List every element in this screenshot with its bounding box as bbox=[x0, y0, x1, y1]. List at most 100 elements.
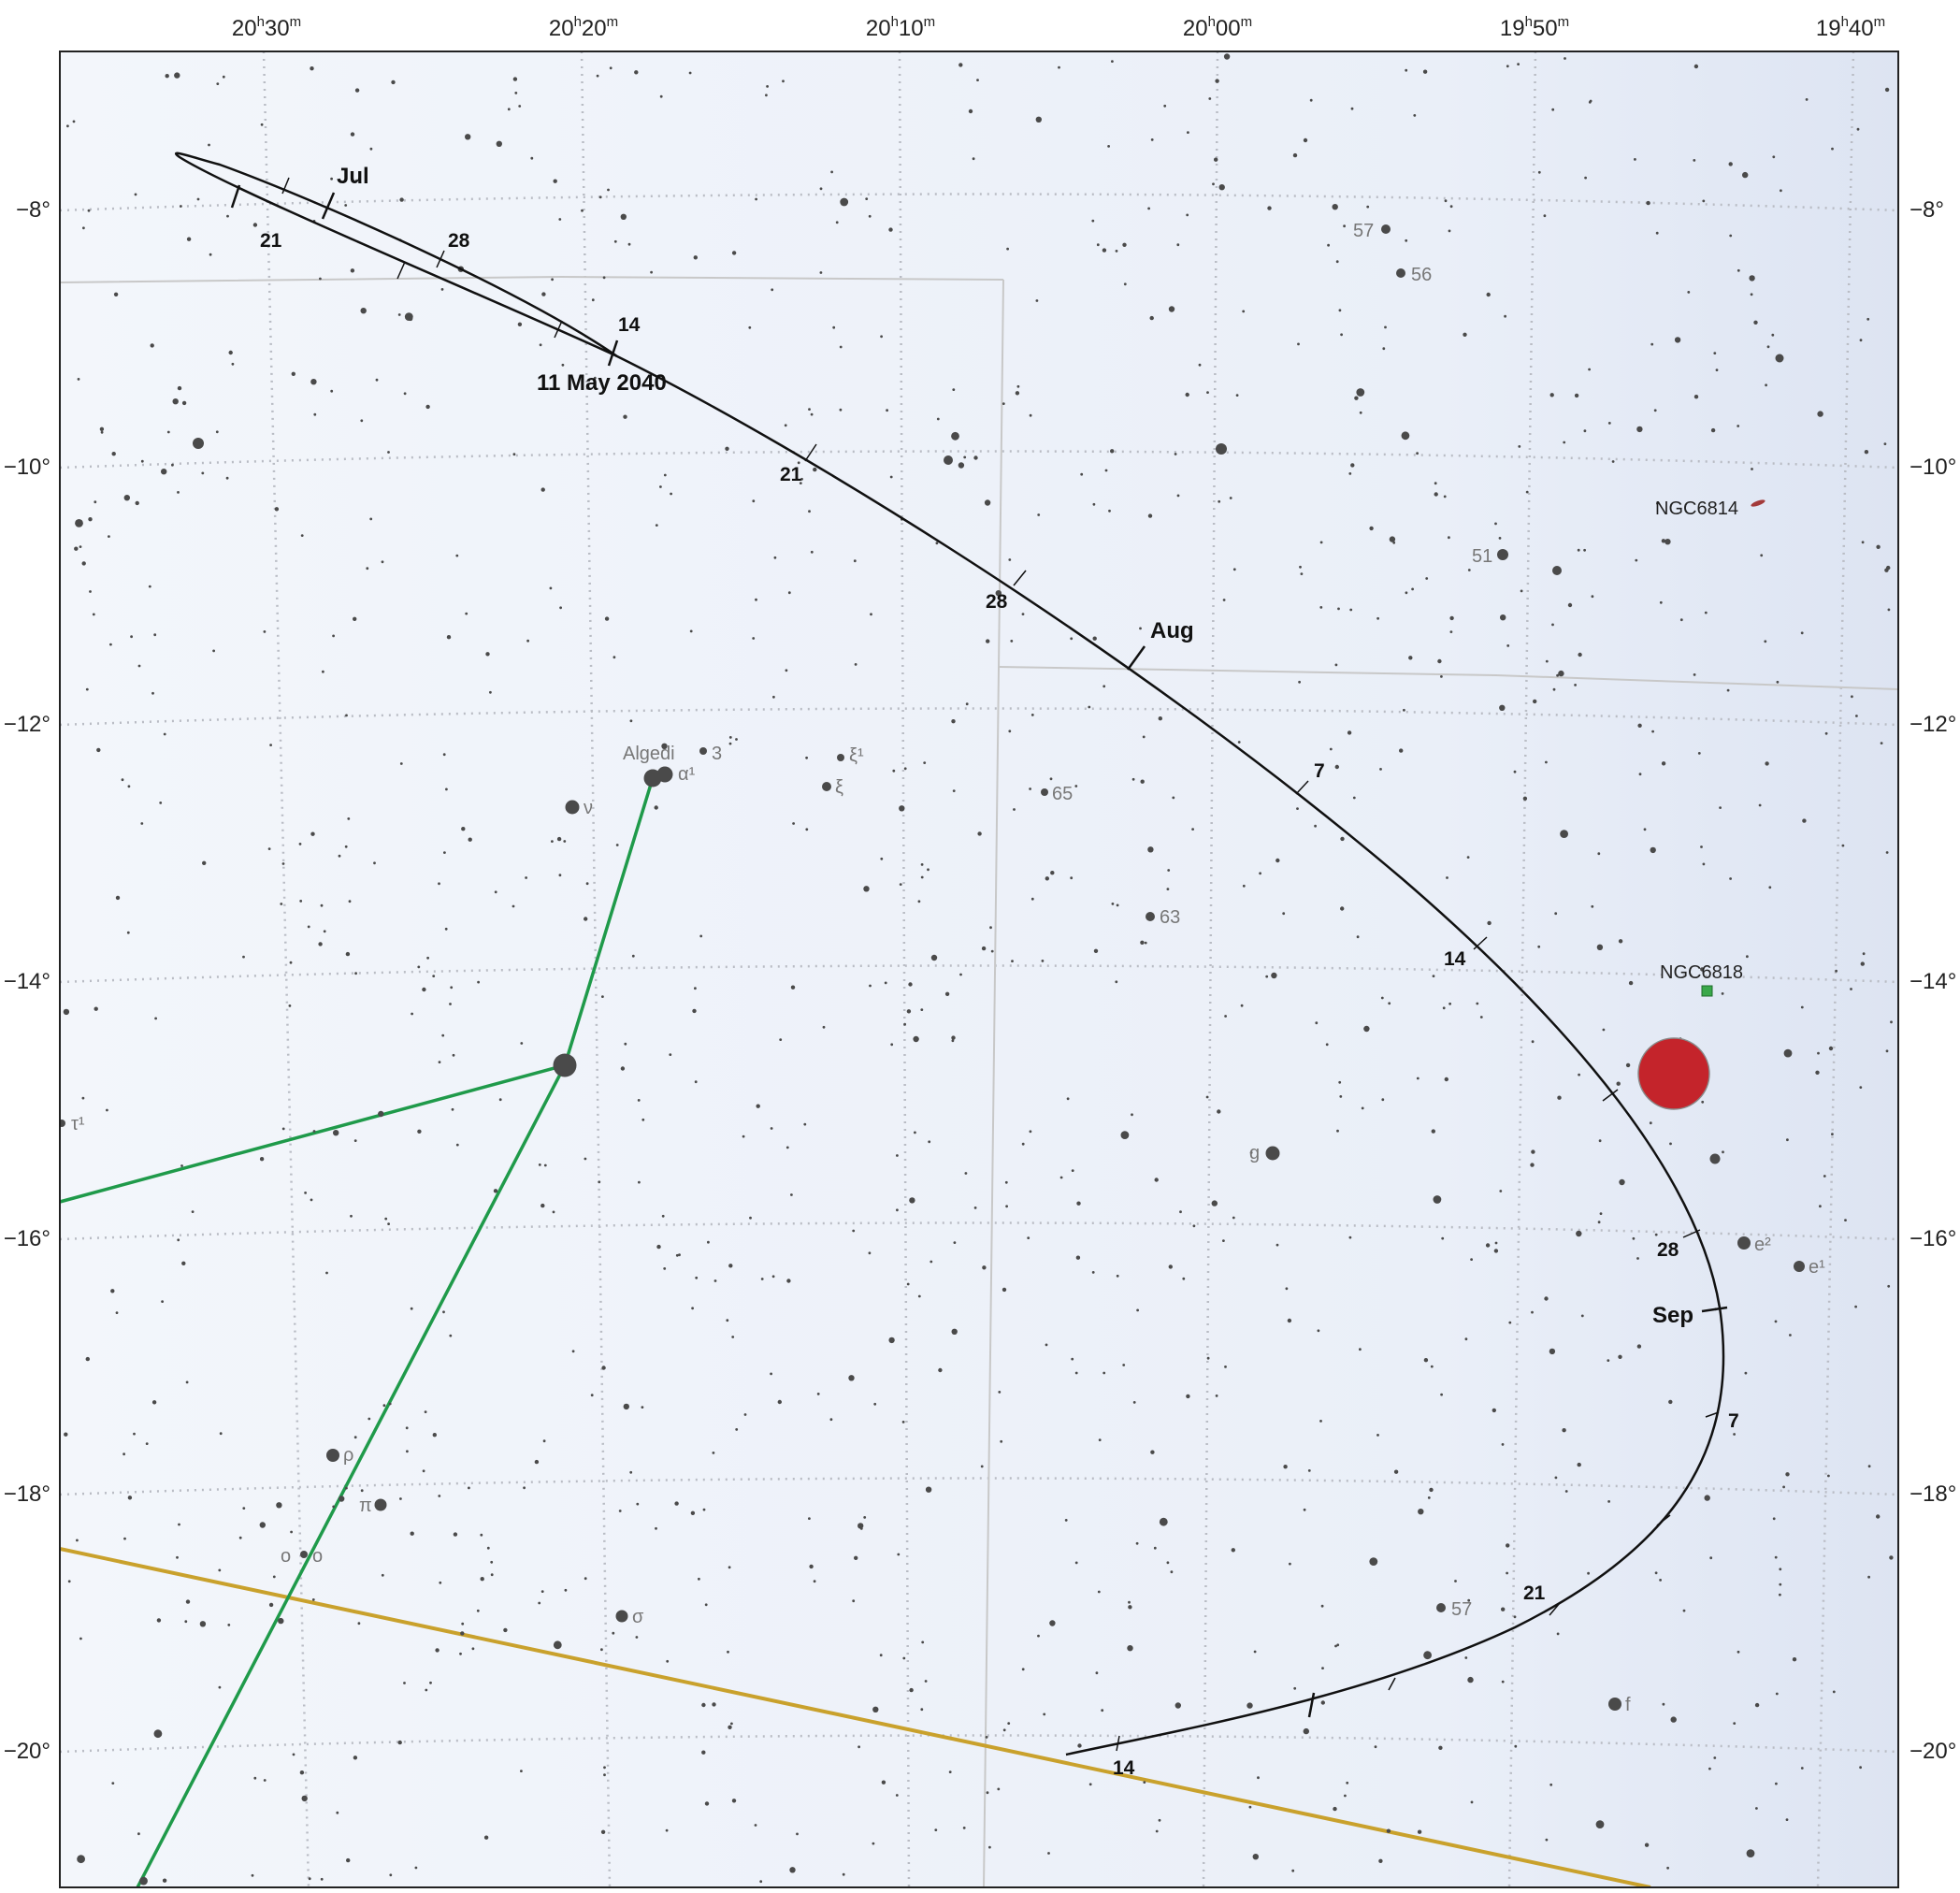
background-star bbox=[320, 1877, 324, 1881]
background-star bbox=[1591, 595, 1594, 599]
background-star bbox=[1249, 1151, 1253, 1154]
background-star bbox=[908, 982, 913, 987]
background-star bbox=[899, 805, 905, 812]
background-star bbox=[840, 197, 849, 207]
background-star bbox=[551, 278, 554, 282]
background-star bbox=[1346, 1781, 1349, 1785]
background-star bbox=[868, 214, 872, 218]
background-star bbox=[1369, 1557, 1378, 1566]
comet-path-labels: 11 May 2040 Jul Aug Sep 14 21 28 7 14 21… bbox=[260, 164, 1739, 1779]
background-star bbox=[1448, 536, 1450, 540]
background-star bbox=[1702, 862, 1706, 866]
background-star bbox=[480, 1577, 484, 1582]
background-star bbox=[1583, 429, 1587, 433]
background-star bbox=[1650, 846, 1656, 854]
background-star bbox=[87, 209, 91, 212]
background-star bbox=[951, 719, 956, 724]
background-star bbox=[1142, 735, 1146, 739]
background-star bbox=[310, 66, 314, 71]
background-star bbox=[525, 876, 527, 879]
background-star bbox=[100, 430, 104, 434]
background-star bbox=[558, 874, 562, 877]
background-star bbox=[698, 1577, 700, 1581]
background-star bbox=[1520, 589, 1523, 593]
star bbox=[553, 1053, 577, 1077]
background-star bbox=[848, 1375, 855, 1381]
background-star bbox=[1010, 640, 1014, 643]
background-star bbox=[1340, 906, 1345, 911]
background-star bbox=[601, 995, 604, 998]
background-star bbox=[1737, 425, 1740, 427]
background-star bbox=[1158, 1818, 1161, 1822]
background-star bbox=[310, 379, 317, 385]
background-star bbox=[1432, 975, 1435, 977]
dso-labels: NGC6814 NGC6818 bbox=[1655, 499, 1743, 983]
background-star bbox=[512, 453, 516, 456]
background-star bbox=[1562, 1428, 1566, 1433]
background-star bbox=[471, 1647, 475, 1651]
background-star bbox=[94, 1006, 98, 1011]
background-star bbox=[1556, 1632, 1560, 1636]
star bbox=[60, 1120, 65, 1127]
background-star bbox=[151, 1400, 157, 1405]
background-star bbox=[1093, 948, 1099, 953]
background-star bbox=[542, 1439, 546, 1443]
background-star bbox=[1257, 1776, 1260, 1780]
background-star bbox=[603, 1766, 606, 1770]
background-star bbox=[1713, 1756, 1717, 1759]
background-star bbox=[809, 1564, 814, 1569]
background-star bbox=[1442, 1006, 1446, 1010]
background-star bbox=[353, 1436, 357, 1439]
background-star bbox=[1352, 796, 1356, 800]
background-star bbox=[438, 882, 440, 886]
background-star bbox=[693, 255, 698, 260]
background-star bbox=[238, 1536, 242, 1539]
background-star bbox=[771, 288, 774, 292]
background-star bbox=[863, 886, 870, 892]
background-star bbox=[1399, 748, 1404, 753]
background-star bbox=[278, 1617, 284, 1625]
background-star bbox=[1887, 1284, 1891, 1288]
background-star bbox=[921, 1640, 925, 1644]
background-star bbox=[1682, 1609, 1686, 1612]
background-star bbox=[218, 1568, 222, 1572]
background-star bbox=[1742, 171, 1749, 179]
background-star bbox=[439, 1581, 442, 1584]
background-star bbox=[226, 214, 229, 218]
background-star bbox=[638, 1180, 641, 1184]
background-star bbox=[1049, 1620, 1056, 1626]
background-star bbox=[67, 1580, 71, 1583]
background-star bbox=[1831, 1133, 1834, 1135]
background-star bbox=[1779, 1582, 1782, 1586]
background-star bbox=[1131, 777, 1135, 781]
background-star bbox=[1448, 229, 1451, 233]
background-star bbox=[1070, 637, 1074, 641]
background-star bbox=[727, 1650, 729, 1654]
background-star bbox=[1334, 663, 1338, 667]
background-star bbox=[1802, 818, 1807, 823]
star bbox=[326, 1449, 339, 1462]
background-star bbox=[1271, 972, 1277, 979]
background-star bbox=[320, 903, 324, 907]
background-star bbox=[1140, 779, 1145, 784]
background-star bbox=[1832, 1690, 1836, 1694]
background-star bbox=[872, 1842, 875, 1845]
background-star bbox=[63, 1008, 70, 1016]
background-star bbox=[1485, 1243, 1491, 1248]
background-star bbox=[998, 1391, 1002, 1394]
background-star bbox=[654, 805, 658, 810]
background-star bbox=[1531, 1040, 1535, 1044]
background-star bbox=[336, 1811, 339, 1814]
background-star bbox=[1248, 1805, 1252, 1809]
background-star bbox=[1006, 247, 1009, 251]
background-star bbox=[1122, 242, 1127, 247]
background-star bbox=[1215, 79, 1219, 83]
background-star bbox=[1005, 1205, 1008, 1208]
background-star bbox=[641, 1406, 644, 1409]
background-star bbox=[1835, 969, 1838, 973]
background-star bbox=[541, 292, 546, 296]
background-star bbox=[604, 616, 610, 621]
background-star bbox=[1499, 1190, 1503, 1192]
background-star bbox=[1522, 796, 1528, 801]
background-star bbox=[483, 1835, 489, 1840]
